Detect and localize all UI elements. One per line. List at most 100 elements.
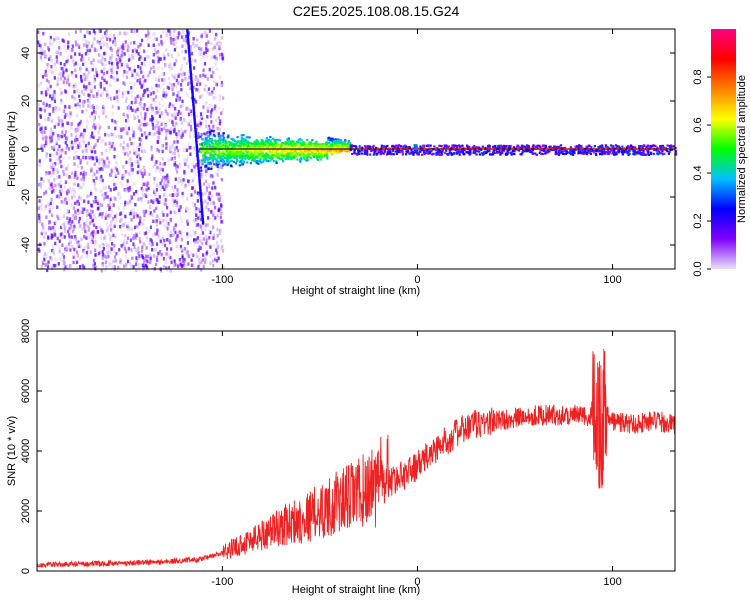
spectrogram-cell — [40, 231, 43, 236]
spectrogram-cell — [221, 244, 224, 249]
spectrogram-cell — [182, 30, 185, 34]
spectrogram-cell — [419, 145, 422, 148]
spectrogram-cell — [277, 156, 280, 159]
spectrogram-cell — [94, 248, 97, 253]
spectrogram-cell — [321, 154, 324, 157]
spectrogram-cell — [182, 148, 186, 152]
spectrogram-cell — [125, 262, 128, 267]
spectrogram-cell — [280, 152, 283, 155]
spectrogram-cell — [614, 144, 618, 147]
spectrogram-cell — [124, 90, 127, 94]
spectrogram-cell — [269, 139, 272, 142]
spectrogram-cell — [156, 228, 159, 233]
spectrogram-cell — [213, 150, 216, 153]
spectrogram-cell — [103, 236, 106, 241]
spectrogram-cell — [109, 261, 112, 266]
spectrogram-cell — [58, 247, 61, 252]
spectrogram-cell — [51, 93, 54, 98]
spectrogram-cell — [61, 66, 64, 71]
spectrogram-cell — [327, 149, 330, 152]
spectrogram-cell — [55, 36, 58, 41]
spectrogram-streak-cell — [195, 141, 198, 145]
spectrogram-cell — [531, 152, 535, 155]
spectrogram-cell — [151, 108, 154, 113]
spectrogram-cell — [426, 149, 429, 152]
spectrogram-cell — [47, 226, 50, 231]
spectrogram-cell — [164, 225, 168, 230]
spectrogram-cell — [85, 117, 88, 122]
spectrogram-cell — [279, 143, 282, 146]
spectrogram-cell — [269, 156, 272, 159]
spectrogram-cell — [125, 99, 128, 103]
spectrogram-cell — [126, 227, 130, 232]
spectrogram-cell — [215, 53, 218, 58]
spectrogram-cell — [51, 96, 54, 101]
spectrogram-cell — [100, 228, 103, 232]
spectrogram-cell — [53, 76, 56, 80]
spectrogram-cell — [314, 151, 317, 154]
spectrogram-cell — [210, 120, 213, 124]
spectrogram-cell — [345, 150, 348, 153]
spectrogram-cell — [196, 236, 199, 240]
spectrogram-cell — [75, 106, 78, 110]
spectrogram-cell — [85, 124, 89, 129]
spectrogram-cell — [155, 242, 159, 246]
spectrogram-cell — [127, 188, 130, 193]
spectrogram-cell — [113, 154, 116, 159]
spectrogram-cell — [109, 237, 112, 241]
spectrogram-cell — [255, 144, 258, 147]
spectrogram-cell — [64, 48, 67, 53]
spectrogram-cell — [80, 90, 84, 94]
spectrogram-cell — [250, 152, 253, 156]
spectrogram-cell — [92, 223, 96, 227]
spectrogram-cell — [88, 193, 91, 198]
spectrogram-cell — [150, 114, 154, 119]
spectrogram-cell — [189, 124, 193, 129]
spectrogram-cell — [244, 149, 247, 152]
spectrogram-cell — [173, 120, 176, 124]
spectrogram-cell — [139, 55, 142, 59]
spectrogram-cell — [63, 133, 66, 138]
spectrogram-cell — [108, 232, 111, 237]
spectrogram-cell — [50, 173, 53, 178]
spectrogram-cell — [612, 145, 615, 148]
spectrogram-cell — [47, 178, 50, 183]
spectrogram-cell — [379, 152, 382, 155]
spectrogram-cell — [133, 65, 136, 69]
spectrogram-cell — [196, 78, 199, 82]
spectrogram-cell — [306, 138, 309, 142]
spectrogram-cell — [119, 258, 122, 262]
spectrogram-cell — [173, 112, 176, 116]
spectrogram-cell — [74, 68, 77, 73]
spectrogram-cell — [136, 154, 139, 159]
spectrogram-cell — [65, 59, 68, 64]
spectrogram-cell — [168, 145, 172, 149]
spectrogram-cell — [141, 222, 144, 226]
spectrogram-cell — [192, 66, 196, 70]
spectrogram-cell — [251, 142, 255, 145]
spectrogram-cell — [159, 57, 162, 61]
spectrogram-cell — [366, 145, 370, 148]
spectrogram-cell — [126, 222, 130, 226]
spectrogram-cell — [48, 69, 52, 74]
spectrogram-cell — [140, 128, 143, 132]
spectrogram-cell — [632, 152, 635, 156]
spectrogram-peak-cell — [511, 147, 514, 150]
spectrogram-cell — [55, 175, 58, 179]
spectrogram-cell — [56, 194, 59, 199]
spectrogram-cell — [374, 149, 377, 152]
spectrogram-cell — [90, 204, 94, 208]
spectrogram-cell — [69, 265, 72, 269]
spectrogram-cell — [315, 149, 319, 152]
spectrogram-cell — [246, 161, 249, 164]
spectrogram-cell — [226, 154, 229, 157]
spectrogram-cell — [181, 191, 184, 196]
spectrogram-cell — [163, 238, 166, 243]
spectrogram-cell — [78, 121, 81, 126]
spectrogram-cell — [318, 143, 321, 146]
spectrogram-cell — [157, 149, 161, 153]
spectrogram-cell — [307, 146, 310, 149]
spectrogram-cell — [350, 146, 353, 150]
spectrogram-cell — [289, 142, 292, 145]
spectrogram-cell — [120, 127, 123, 131]
